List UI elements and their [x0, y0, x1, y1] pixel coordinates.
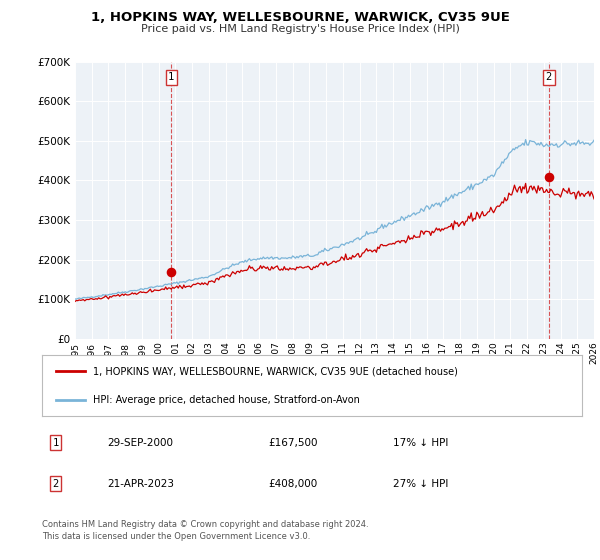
Text: 2: 2	[545, 72, 552, 82]
Text: £167,500: £167,500	[269, 437, 319, 447]
Text: 29-SEP-2000: 29-SEP-2000	[107, 437, 173, 447]
Text: 17% ↓ HPI: 17% ↓ HPI	[393, 437, 448, 447]
Text: £408,000: £408,000	[269, 479, 318, 489]
Text: 2: 2	[52, 479, 59, 489]
Text: Contains HM Land Registry data © Crown copyright and database right 2024.: Contains HM Land Registry data © Crown c…	[42, 520, 368, 529]
Point	[544, 172, 554, 181]
Text: This data is licensed under the Open Government Licence v3.0.: This data is licensed under the Open Gov…	[42, 532, 310, 541]
Text: 21-APR-2023: 21-APR-2023	[107, 479, 174, 489]
Point	[166, 268, 176, 277]
Text: 1, HOPKINS WAY, WELLESBOURNE, WARWICK, CV35 9UE (detached house): 1, HOPKINS WAY, WELLESBOURNE, WARWICK, C…	[94, 366, 458, 376]
Text: 1: 1	[168, 72, 175, 82]
Text: 27% ↓ HPI: 27% ↓ HPI	[393, 479, 448, 489]
Text: 1: 1	[52, 437, 59, 447]
Text: 1, HOPKINS WAY, WELLESBOURNE, WARWICK, CV35 9UE: 1, HOPKINS WAY, WELLESBOURNE, WARWICK, C…	[91, 11, 509, 24]
Text: Price paid vs. HM Land Registry's House Price Index (HPI): Price paid vs. HM Land Registry's House …	[140, 24, 460, 34]
Text: HPI: Average price, detached house, Stratford-on-Avon: HPI: Average price, detached house, Stra…	[94, 395, 360, 405]
